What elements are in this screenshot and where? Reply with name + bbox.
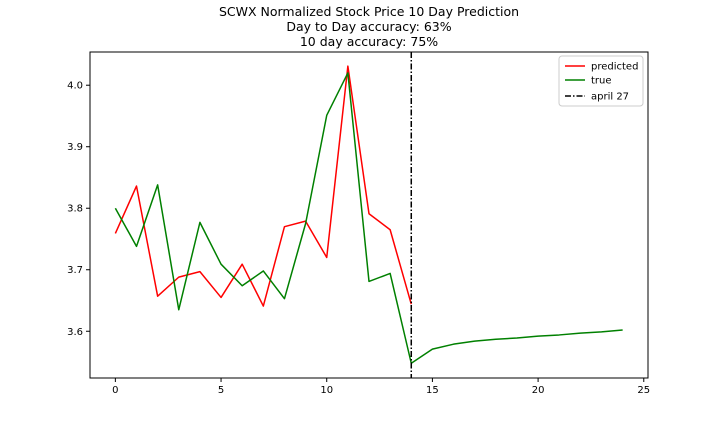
legend-box — [558, 55, 644, 107]
plot-area: 0 5 10 15 20 25 3.6 3.7 3.8 3.9 4.0 — [67, 52, 650, 396]
legend-label-true: true — [591, 76, 612, 87]
x-tick-label: 25 — [637, 385, 650, 396]
y-tick-label: 4.0 — [67, 81, 83, 92]
legend-label-predicted: predicted — [591, 62, 638, 73]
y-tick-label: 3.8 — [67, 204, 83, 215]
y-tick-label: 3.9 — [67, 142, 83, 153]
x-tick-label: 10 — [320, 385, 333, 396]
series-line-true — [114, 72, 623, 364]
x-tick-label: 15 — [426, 385, 439, 396]
chart-title-line-1: SCWX Normalized Stock Price 10 Day Predi… — [219, 4, 519, 19]
series-line-predicted — [114, 65, 412, 307]
chart-title-line-3: 10 day accuracy: 75% — [300, 34, 438, 49]
chart-title-line-2: Day to Day accuracy: 63% — [286, 19, 451, 34]
axes-frame — [89, 51, 649, 379]
x-tick-label: 0 — [112, 385, 118, 396]
x-tick-label: 5 — [218, 385, 224, 396]
y-tick-label: 3.7 — [67, 265, 83, 276]
legend: predicted true april 27 — [558, 55, 644, 107]
y-tick-label: 3.6 — [67, 327, 83, 338]
legend-label-april-27: april 27 — [591, 92, 629, 103]
x-tick-label: 20 — [532, 385, 545, 396]
